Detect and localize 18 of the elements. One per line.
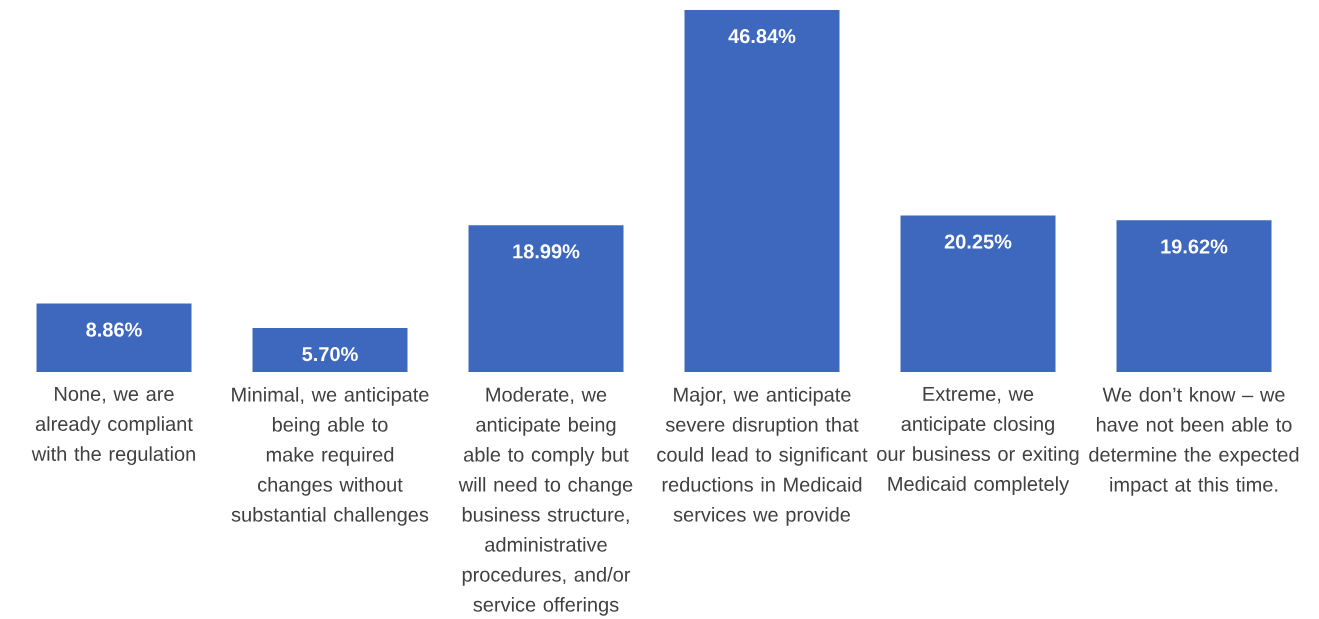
x-tick-label: Minimal, we anticipate being able to make required changes without substantial challenges — [231, 387, 429, 526]
bar — [900, 215, 1056, 372]
data-label: 18.99% — [513, 244, 580, 259]
data-label: 20.25% — [944, 234, 1012, 249]
bar — [468, 225, 624, 372]
x-tick-label: Moderate, we anticipate being able to comply but will need to change business structure, administrative procedures, and/or service offerings — [458, 387, 633, 616]
bar — [252, 327, 408, 372]
data-label: 19.62% — [1161, 239, 1228, 254]
x-tick-label: Major, we anticipate severe disruption that could lead to significant reductions in Medicaid services we provide — [657, 387, 868, 526]
data-label: 5.70% — [302, 347, 358, 362]
bar — [1116, 220, 1272, 372]
data-label: 46.84% — [728, 29, 796, 44]
bar — [684, 10, 840, 372]
x-tick-label: We don’t know – we have not been able to determine the expected impact at this time. — [1089, 387, 1299, 496]
x-tick-label: None, we are already compliant with the regulation — [31, 387, 195, 465]
bar — [36, 303, 192, 372]
x-tick-label: Extreme, we anticipate closing our business or exiting Medicaid completely — [877, 387, 1079, 495]
data-label: 8.86% — [86, 322, 142, 337]
